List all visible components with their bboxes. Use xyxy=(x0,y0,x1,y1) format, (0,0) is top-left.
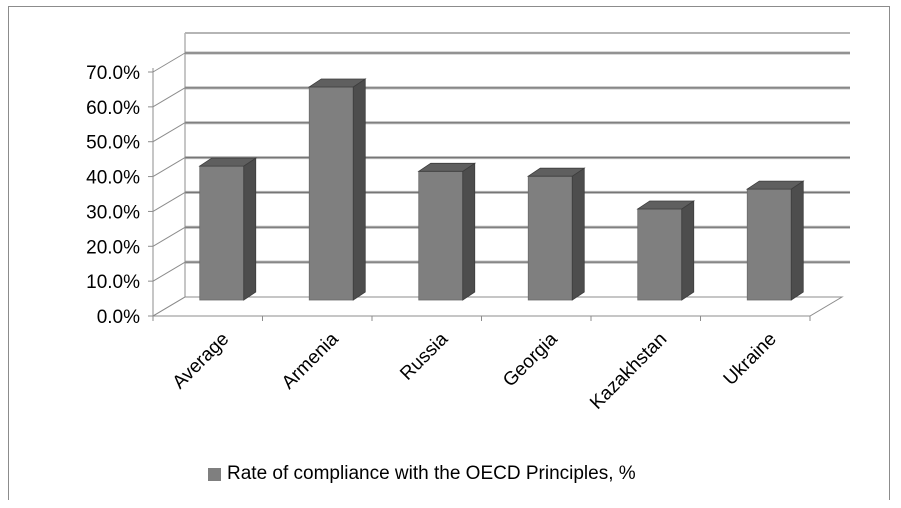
y-tick-label: 10.0% xyxy=(86,272,140,293)
bars xyxy=(198,78,805,301)
side-gridline xyxy=(152,157,186,178)
side-gridline xyxy=(152,122,186,143)
x-tick-label: Ukraine xyxy=(720,329,781,390)
bar xyxy=(417,162,477,301)
bar-top xyxy=(745,180,805,190)
bar xyxy=(636,200,696,301)
bar-side xyxy=(352,78,366,301)
bar-top xyxy=(417,162,477,172)
x-tick-label: Average xyxy=(169,329,234,394)
bar-front xyxy=(637,208,683,301)
legend: Rate of compliance with the OECD Princip… xyxy=(208,462,636,486)
y-tick-labels: 0.0% 10.0% 20.0% 30.0% 40.0% 50.0% 60.0% 70.0% xyxy=(86,63,140,328)
bar xyxy=(526,167,586,301)
x-tick-label: Armenia xyxy=(278,328,343,393)
bar-front xyxy=(418,170,464,301)
side-gridline xyxy=(152,191,186,212)
chart-floor xyxy=(151,296,844,317)
legend-label: Rate of compliance with the OECD Princip… xyxy=(227,463,636,484)
side-gridline xyxy=(152,296,186,317)
bar-side xyxy=(243,157,257,301)
y-tick-label: 40.0% xyxy=(86,168,140,189)
x-tick-label: Georgia xyxy=(499,328,562,391)
x-tick-labels: Average Armenia Russia Georgia Kazakhstan Ukr… xyxy=(169,328,781,413)
gridlines xyxy=(152,32,850,317)
bar-side xyxy=(571,167,585,301)
bar-front xyxy=(308,86,354,301)
bar-front xyxy=(527,175,573,301)
x-tick-label: Russia xyxy=(396,328,452,384)
bar-side xyxy=(681,200,695,301)
y-tick-label: 70.0% xyxy=(86,63,140,84)
legend-swatch xyxy=(208,467,221,481)
y-tick-label: 60.0% xyxy=(86,98,140,119)
bar xyxy=(745,180,805,301)
bar-top xyxy=(636,200,696,210)
side-gridline xyxy=(152,52,186,73)
y-tick-label: 20.0% xyxy=(86,237,140,258)
bar-top xyxy=(198,157,258,167)
chart-walls xyxy=(151,296,844,317)
bar xyxy=(307,78,367,301)
y-tick-label: 0.0% xyxy=(97,307,140,328)
bar-front xyxy=(199,165,245,301)
x-tick-label: Kazakhstan xyxy=(586,329,671,414)
y-tick-label: 50.0% xyxy=(86,133,140,154)
bar-top xyxy=(526,167,586,177)
bar-front xyxy=(746,188,792,301)
bar-top xyxy=(307,78,367,88)
axes xyxy=(148,68,811,321)
side-gridline xyxy=(152,226,186,247)
side-gridline xyxy=(152,261,186,282)
bar-side xyxy=(462,162,476,301)
y-tick-label: 30.0% xyxy=(86,202,140,223)
side-gridline xyxy=(152,87,186,108)
bar-side xyxy=(790,180,804,301)
bar xyxy=(198,157,258,301)
